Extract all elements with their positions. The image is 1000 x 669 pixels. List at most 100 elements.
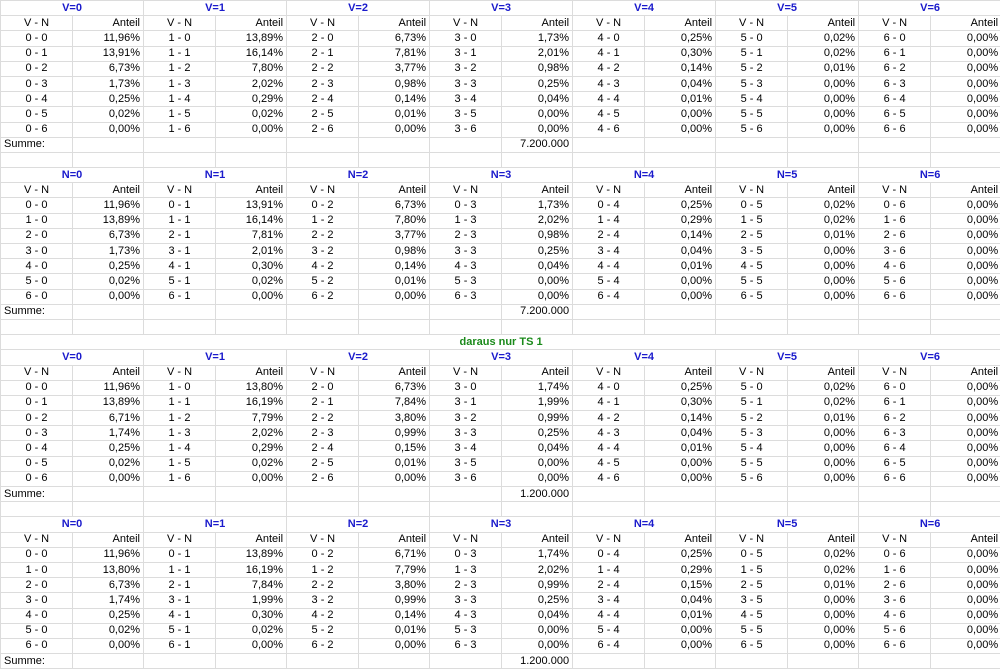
share-cell[interactable]: 0,00%: [931, 289, 1000, 304]
empty-cell[interactable]: [573, 304, 645, 319]
score-cell[interactable]: 2 - 3: [430, 228, 502, 243]
score-cell[interactable]: 0 - 0: [1, 547, 73, 562]
share-cell[interactable]: 0,04%: [645, 426, 716, 441]
score-cell[interactable]: 4 - 4: [573, 608, 645, 623]
share-cell[interactable]: 0,00%: [788, 456, 859, 471]
score-cell[interactable]: 2 - 0: [1, 578, 73, 593]
score-cell[interactable]: 0 - 0: [1, 198, 73, 213]
score-cell[interactable]: 0 - 5: [716, 547, 788, 562]
score-cell[interactable]: 1 - 4: [573, 213, 645, 228]
share-cell[interactable]: 1,74%: [502, 547, 573, 562]
column-header-anteil[interactable]: Anteil: [931, 365, 1000, 380]
share-cell[interactable]: 0,00%: [645, 471, 716, 486]
score-cell[interactable]: 0 - 3: [1, 426, 73, 441]
score-cell[interactable]: 0 - 6: [1, 122, 73, 137]
score-cell[interactable]: 3 - 0: [1, 244, 73, 259]
section-title[interactable]: daraus nur TS 1: [1, 335, 1000, 350]
empty-cell[interactable]: [788, 319, 859, 334]
group-title[interactable]: N=6: [859, 517, 1000, 532]
share-cell[interactable]: 0,25%: [502, 426, 573, 441]
score-cell[interactable]: 3 - 4: [573, 593, 645, 608]
share-cell[interactable]: 0,00%: [502, 107, 573, 122]
score-cell[interactable]: 5 - 5: [716, 456, 788, 471]
score-cell[interactable]: 4 - 5: [716, 608, 788, 623]
score-cell[interactable]: 3 - 3: [430, 76, 502, 91]
share-cell[interactable]: 0,00%: [788, 608, 859, 623]
empty-cell[interactable]: [144, 304, 216, 319]
empty-cell[interactable]: [73, 304, 144, 319]
score-cell[interactable]: 2 - 2: [287, 578, 359, 593]
score-cell[interactable]: 6 - 0: [859, 31, 931, 46]
share-cell[interactable]: 0,01%: [359, 274, 430, 289]
score-cell[interactable]: 6 - 6: [859, 638, 931, 653]
score-cell[interactable]: 0 - 1: [144, 198, 216, 213]
score-cell[interactable]: 1 - 0: [144, 380, 216, 395]
empty-cell[interactable]: [716, 152, 788, 167]
score-cell[interactable]: 6 - 5: [859, 107, 931, 122]
share-cell[interactable]: 0,00%: [502, 456, 573, 471]
score-cell[interactable]: 4 - 3: [430, 608, 502, 623]
score-cell[interactable]: 2 - 1: [144, 578, 216, 593]
share-cell[interactable]: 0,00%: [931, 441, 1000, 456]
share-cell[interactable]: 13,89%: [216, 31, 287, 46]
empty-cell[interactable]: [430, 487, 502, 502]
empty-cell[interactable]: [144, 319, 216, 334]
score-cell[interactable]: 5 - 5: [716, 107, 788, 122]
empty-cell[interactable]: [287, 304, 359, 319]
share-cell[interactable]: 0,25%: [73, 92, 144, 107]
score-cell[interactable]: 2 - 1: [287, 395, 359, 410]
empty-cell[interactable]: [359, 487, 430, 502]
empty-cell[interactable]: [573, 152, 645, 167]
column-header-vn[interactable]: V - N: [573, 365, 645, 380]
column-header-vn[interactable]: V - N: [1, 183, 73, 198]
score-cell[interactable]: 6 - 2: [287, 638, 359, 653]
column-header-vn[interactable]: V - N: [287, 183, 359, 198]
empty-cell[interactable]: [716, 654, 788, 669]
empty-cell[interactable]: [573, 654, 645, 669]
score-cell[interactable]: 1 - 3: [430, 213, 502, 228]
column-header-vn[interactable]: V - N: [1, 16, 73, 31]
empty-cell[interactable]: [859, 319, 931, 334]
score-cell[interactable]: 3 - 6: [859, 244, 931, 259]
score-cell[interactable]: 1 - 6: [144, 122, 216, 137]
share-cell[interactable]: 0,02%: [73, 456, 144, 471]
score-cell[interactable]: 4 - 4: [573, 92, 645, 107]
score-cell[interactable]: 6 - 1: [144, 638, 216, 653]
score-cell[interactable]: 5 - 6: [716, 122, 788, 137]
score-cell[interactable]: 2 - 2: [287, 61, 359, 76]
empty-cell[interactable]: [216, 319, 287, 334]
score-cell[interactable]: 2 - 4: [287, 92, 359, 107]
score-cell[interactable]: 4 - 1: [573, 46, 645, 61]
share-cell[interactable]: 0,01%: [359, 107, 430, 122]
share-cell[interactable]: 0,00%: [931, 46, 1000, 61]
column-header-vn[interactable]: V - N: [144, 365, 216, 380]
share-cell[interactable]: 0,00%: [931, 426, 1000, 441]
share-cell[interactable]: 0,02%: [216, 274, 287, 289]
empty-cell[interactable]: [359, 304, 430, 319]
share-cell[interactable]: 0,29%: [216, 441, 287, 456]
score-cell[interactable]: 1 - 0: [144, 31, 216, 46]
score-cell[interactable]: 4 - 1: [144, 608, 216, 623]
empty-cell[interactable]: [573, 502, 645, 517]
group-title[interactable]: V=2: [287, 1, 430, 16]
group-title[interactable]: N=5: [716, 517, 859, 532]
score-cell[interactable]: 1 - 5: [144, 107, 216, 122]
share-cell[interactable]: 6,73%: [73, 578, 144, 593]
share-cell[interactable]: 0,01%: [788, 578, 859, 593]
share-cell[interactable]: 0,01%: [359, 623, 430, 638]
share-cell[interactable]: 0,29%: [216, 92, 287, 107]
score-cell[interactable]: 4 - 3: [430, 259, 502, 274]
share-cell[interactable]: 0,02%: [788, 198, 859, 213]
column-header-vn[interactable]: V - N: [430, 183, 502, 198]
column-header-anteil[interactable]: Anteil: [931, 532, 1000, 547]
column-header-anteil[interactable]: Anteil: [931, 183, 1000, 198]
share-cell[interactable]: 0,14%: [645, 411, 716, 426]
empty-cell[interactable]: [144, 152, 216, 167]
share-cell[interactable]: 0,00%: [216, 638, 287, 653]
score-cell[interactable]: 4 - 5: [573, 456, 645, 471]
share-cell[interactable]: 0,00%: [788, 638, 859, 653]
share-cell[interactable]: 0,00%: [931, 244, 1000, 259]
share-cell[interactable]: 0,25%: [645, 198, 716, 213]
share-cell[interactable]: 0,98%: [359, 244, 430, 259]
score-cell[interactable]: 2 - 5: [716, 578, 788, 593]
